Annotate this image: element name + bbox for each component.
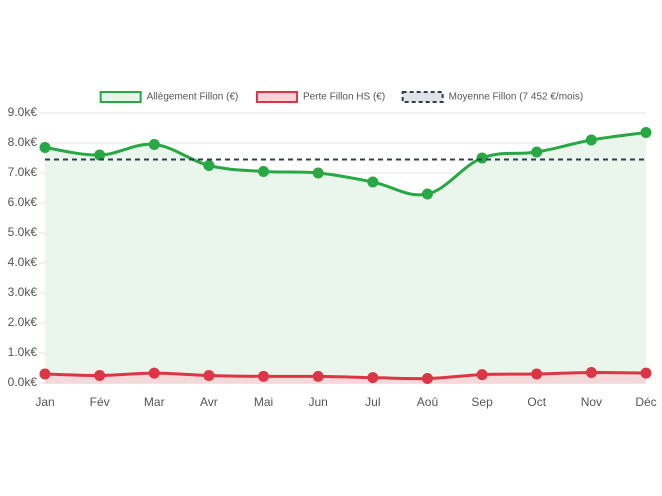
point bbox=[640, 367, 652, 379]
x-tick-label: Sep bbox=[471, 395, 493, 409]
y-tick-label: 4.0k€ bbox=[8, 255, 38, 269]
point bbox=[148, 139, 160, 150]
point bbox=[203, 160, 215, 171]
point bbox=[367, 372, 379, 384]
x-tick-label: Mai bbox=[254, 395, 273, 409]
point bbox=[531, 368, 543, 380]
point bbox=[421, 373, 433, 384]
x-tick-label: Aoû bbox=[417, 395, 438, 409]
x-tick-label: Oct bbox=[527, 395, 546, 409]
y-tick-label: 1.0k€ bbox=[8, 345, 38, 359]
y-tick-label: 5.0k€ bbox=[8, 225, 38, 239]
point bbox=[312, 167, 324, 179]
x-tick-label: Fév bbox=[90, 395, 110, 409]
point bbox=[148, 367, 160, 379]
point bbox=[94, 149, 106, 161]
legend-label: Perte Fillon HS (€) bbox=[303, 92, 385, 103]
y-tick-label: 8.0k€ bbox=[8, 135, 38, 149]
point bbox=[640, 127, 652, 138]
point bbox=[39, 368, 51, 380]
x-tick-label: Nov bbox=[581, 395, 602, 409]
y-tick-label: 0.0k€ bbox=[8, 375, 38, 389]
y-tick-label: 6.0k€ bbox=[8, 195, 38, 209]
y-tick-label: 3.0k€ bbox=[8, 285, 38, 299]
x-tick-label: Déc bbox=[635, 395, 656, 409]
y-tick-label: 7.0k€ bbox=[8, 165, 38, 179]
point bbox=[258, 166, 270, 177]
legend-label: Moyenne Fillon (7 452 €/mois) bbox=[449, 92, 584, 103]
point bbox=[94, 370, 106, 381]
point bbox=[585, 134, 597, 146]
point bbox=[367, 176, 379, 188]
point bbox=[258, 370, 270, 382]
x-tick-label: Jun bbox=[309, 395, 328, 409]
y-tick-label: 9.0k€ bbox=[8, 105, 38, 119]
point bbox=[476, 369, 488, 381]
point bbox=[531, 146, 543, 158]
point bbox=[476, 152, 488, 164]
x-tick-label: Mar bbox=[144, 395, 165, 409]
legend-label: Allègement Fillon (€) bbox=[147, 92, 239, 103]
point bbox=[203, 370, 215, 381]
area-fill bbox=[45, 132, 646, 383]
legend-swatch bbox=[255, 91, 298, 103]
x-tick-label: Jan bbox=[35, 395, 54, 409]
legend-swatch bbox=[99, 91, 142, 103]
x-tick-label: Jul bbox=[365, 395, 380, 409]
x-tick-label: Avr bbox=[200, 395, 218, 409]
point bbox=[585, 367, 597, 378]
point bbox=[421, 188, 433, 200]
legend-swatch bbox=[401, 91, 444, 103]
y-tick-label: 2.0k€ bbox=[8, 315, 38, 329]
point bbox=[39, 142, 51, 153]
point bbox=[312, 370, 324, 382]
